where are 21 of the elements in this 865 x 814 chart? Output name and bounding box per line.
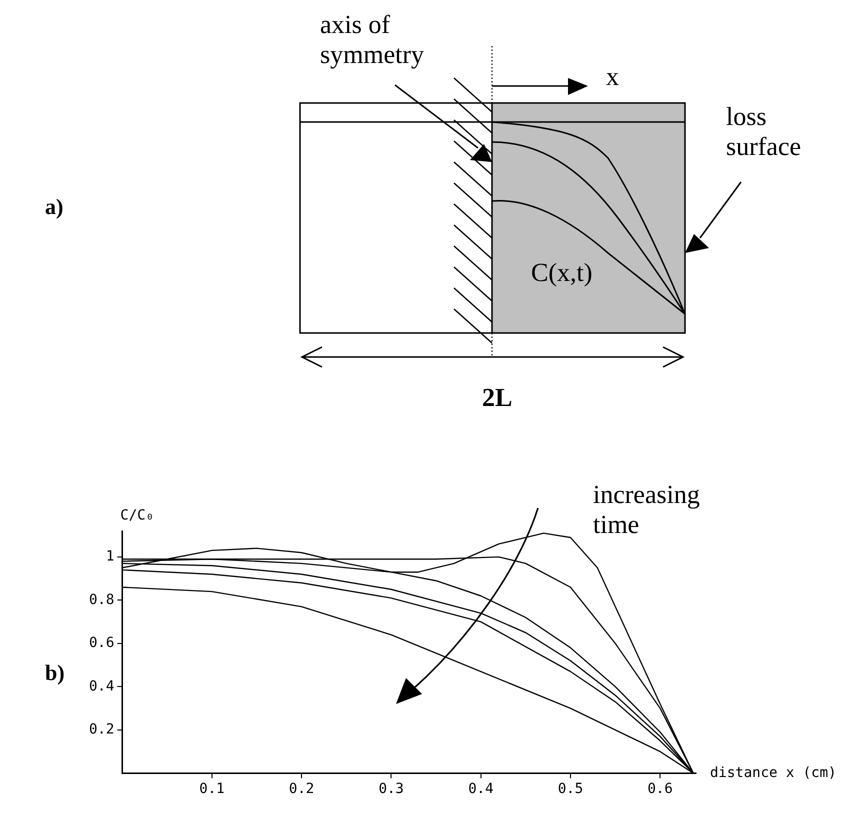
y-tick-label: 0.4	[88, 678, 114, 694]
text: loss surface	[726, 102, 802, 162]
text: 2L	[482, 383, 512, 413]
y-tick-label: 1	[106, 548, 114, 565]
y-tick-label: 0.2	[88, 722, 114, 738]
text: axis of symmetry	[320, 10, 425, 70]
x-tick-label: 0.6	[647, 781, 673, 798]
annotation: increasing time	[593, 480, 701, 540]
y-tick-label: 0.8	[88, 592, 114, 608]
text: a)	[45, 194, 64, 220]
y-tick-label: 0.6	[88, 635, 114, 652]
x-tick-label: 0.2	[288, 781, 314, 798]
x-tick-label: 0.1	[199, 781, 225, 798]
text: C(x,t)	[531, 258, 592, 288]
x-tick-label: 0.3	[378, 781, 404, 798]
text: b)	[45, 660, 65, 686]
x-tick-label: 0.5	[558, 781, 584, 798]
y-axis-title: C/C₀	[120, 508, 154, 524]
x-axis-title: distance x (cm)	[710, 764, 836, 781]
text: x	[606, 62, 619, 92]
x-tick-label: 0.4	[468, 781, 494, 798]
